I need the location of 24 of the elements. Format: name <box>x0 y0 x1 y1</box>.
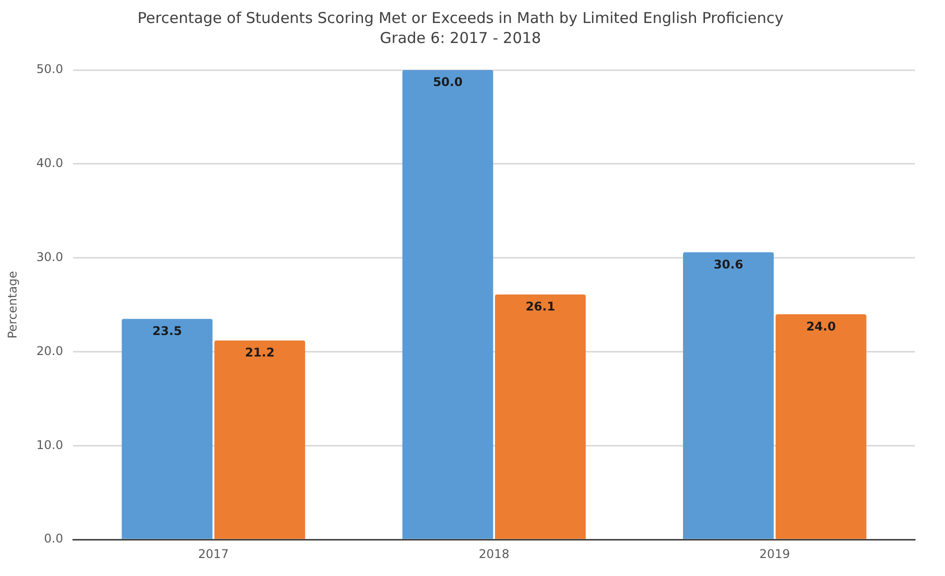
data-label: 50.0 <box>432 75 463 90</box>
bar <box>122 318 213 539</box>
y-tick-label: 10.0 <box>36 438 64 452</box>
data-label: 30.6 <box>714 257 744 272</box>
y-tick-label: 50.0 <box>36 62 64 76</box>
y-tick-label: 0.0 <box>44 532 64 546</box>
y-tick-label: 20.0 <box>36 344 64 358</box>
y-axis-title: Percentage <box>5 271 20 339</box>
bar <box>683 252 774 539</box>
bar <box>494 294 586 539</box>
data-label: 26.1 <box>526 300 556 314</box>
x-tick-label: 2019 <box>759 546 790 561</box>
bar <box>402 70 494 539</box>
data-label: 24.0 <box>806 319 836 334</box>
bar <box>776 314 866 539</box>
data-label: 23.5 <box>152 324 182 338</box>
y-tick-label: 40.0 <box>36 156 64 170</box>
chart-subtitle: Grade 6: 2017 - 2018 <box>380 28 542 47</box>
x-tick-label: 2017 <box>198 546 229 561</box>
chart-title: Percentage of Students Scoring Met or Exceeds in Math by Limited English Proficiency <box>138 8 784 27</box>
bar <box>214 340 306 539</box>
y-tick-label: 30.0 <box>36 250 64 264</box>
x-tick-label: 2018 <box>478 546 510 561</box>
data-label: 21.2 <box>244 346 275 360</box>
